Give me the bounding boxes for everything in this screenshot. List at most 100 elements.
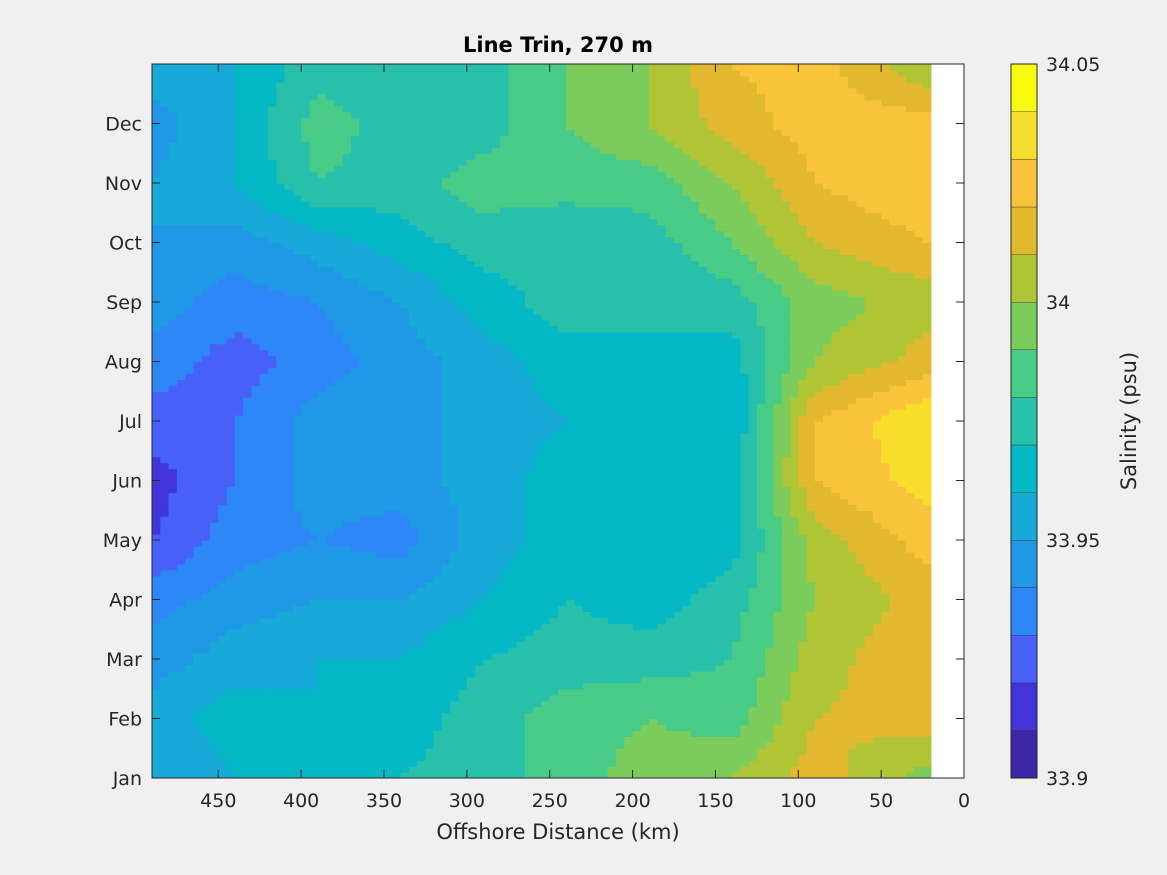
heatmap-cell: [301, 664, 311, 672]
heatmap-cell: [864, 551, 874, 559]
heatmap-cell: [607, 557, 617, 565]
heatmap-cell: [732, 540, 741, 547]
heatmap-cell: [516, 587, 526, 595]
heatmap-cell: [632, 480, 642, 488]
heatmap-cell: [193, 748, 203, 755]
heatmap-cell: [152, 682, 161, 690]
heatmap-cell: [765, 706, 775, 714]
heatmap-cell: [334, 486, 344, 493]
heatmap-cell: [839, 551, 849, 559]
heatmap-cell: [408, 718, 418, 726]
heatmap-cell: [599, 593, 609, 601]
heatmap-cell: [268, 742, 277, 749]
heatmap-cell: [549, 474, 559, 482]
heatmap-cell: [168, 635, 178, 642]
heatmap-cell: [582, 742, 592, 749]
heatmap-cell: [549, 581, 559, 589]
heatmap-cell: [442, 635, 451, 642]
heatmap-cell: [698, 664, 708, 672]
heatmap-cell: [433, 629, 443, 636]
heatmap-cell: [433, 718, 443, 726]
heatmap-cell: [839, 635, 849, 642]
heatmap-cell: [707, 462, 717, 470]
heatmap-cell: [152, 694, 161, 702]
heatmap-cell: [914, 569, 924, 577]
heatmap-cell: [193, 516, 203, 523]
heatmap-cell: [856, 670, 866, 678]
heatmap-cell: [317, 492, 327, 499]
heatmap-cell: [732, 599, 741, 607]
heatmap-cell: [193, 682, 203, 690]
heatmap-cell: [582, 712, 592, 720]
heatmap-cell: [384, 540, 393, 547]
heatmap-cell: [740, 587, 750, 595]
heatmap-cell: [665, 629, 675, 636]
heatmap-cell: [210, 766, 219, 773]
heatmap-cell: [350, 653, 360, 660]
heatmap-cell: [889, 647, 899, 654]
heatmap-cell: [317, 664, 327, 672]
heatmap-cell: [524, 760, 534, 767]
heatmap-cell: [599, 736, 609, 743]
heatmap-cell: [243, 599, 253, 607]
heatmap-cell: [425, 462, 435, 470]
heatmap-cell: [922, 766, 932, 773]
heatmap-cell: [392, 528, 402, 535]
heatmap-cell: [872, 659, 882, 666]
heatmap-cell: [690, 635, 700, 642]
heatmap-cell: [690, 534, 700, 541]
heatmap-cell: [591, 528, 601, 535]
heatmap-cell: [640, 700, 650, 708]
heatmap-cell: [500, 754, 509, 761]
heatmap-cell: [574, 653, 584, 660]
heatmap-cell: [392, 492, 402, 499]
heatmap-cell: [491, 641, 501, 648]
heatmap-cell: [781, 593, 791, 601]
heatmap-cell: [400, 468, 410, 476]
heatmap-cell: [301, 635, 311, 642]
heatmap-cell: [632, 629, 642, 636]
heatmap-cell: [268, 730, 277, 737]
heatmap-cell: [756, 754, 766, 761]
heatmap-cell: [491, 754, 501, 761]
heatmap-cell: [814, 468, 824, 476]
heatmap-cell: [864, 605, 874, 612]
heatmap-cell: [433, 534, 443, 541]
heatmap-cell: [599, 676, 609, 684]
heatmap-cell: [698, 629, 708, 636]
heatmap-cell: [740, 664, 750, 672]
heatmap-cell: [392, 605, 402, 612]
heatmap-cell: [607, 534, 617, 541]
heatmap-cell: [500, 480, 509, 488]
heatmap-cell: [210, 653, 219, 660]
heatmap-cell: [649, 486, 659, 493]
heatmap-cell: [823, 474, 833, 482]
heatmap-cell: [334, 611, 344, 618]
heatmap-cell: [897, 688, 907, 696]
heatmap-cell: [698, 575, 708, 583]
heatmap-cell: [516, 522, 526, 529]
heatmap-cell: [160, 730, 170, 737]
heatmap-cell: [516, 670, 526, 678]
heatmap-cell: [541, 676, 551, 684]
heatmap-cell: [657, 557, 667, 565]
heatmap-cell: [790, 712, 799, 720]
heatmap-cell: [599, 766, 609, 773]
heatmap-cell: [848, 611, 857, 618]
heatmap-cell: [309, 635, 319, 642]
heatmap-cell: [748, 635, 758, 642]
heatmap-cell: [500, 760, 509, 767]
heatmap-cell: [450, 510, 460, 517]
heatmap-cell: [243, 718, 253, 726]
heatmap-cell: [872, 664, 882, 672]
heatmap-cell: [384, 641, 393, 648]
heatmap-cell: [193, 617, 203, 624]
heatmap-cell: [317, 682, 327, 690]
heatmap-cell: [400, 748, 410, 755]
heatmap-cell: [624, 468, 634, 476]
heatmap-cell: [309, 504, 319, 511]
heatmap-cell: [433, 712, 443, 720]
heatmap-cell: [839, 468, 849, 476]
heatmap-cell: [740, 772, 750, 778]
heatmap-cell: [740, 468, 750, 476]
